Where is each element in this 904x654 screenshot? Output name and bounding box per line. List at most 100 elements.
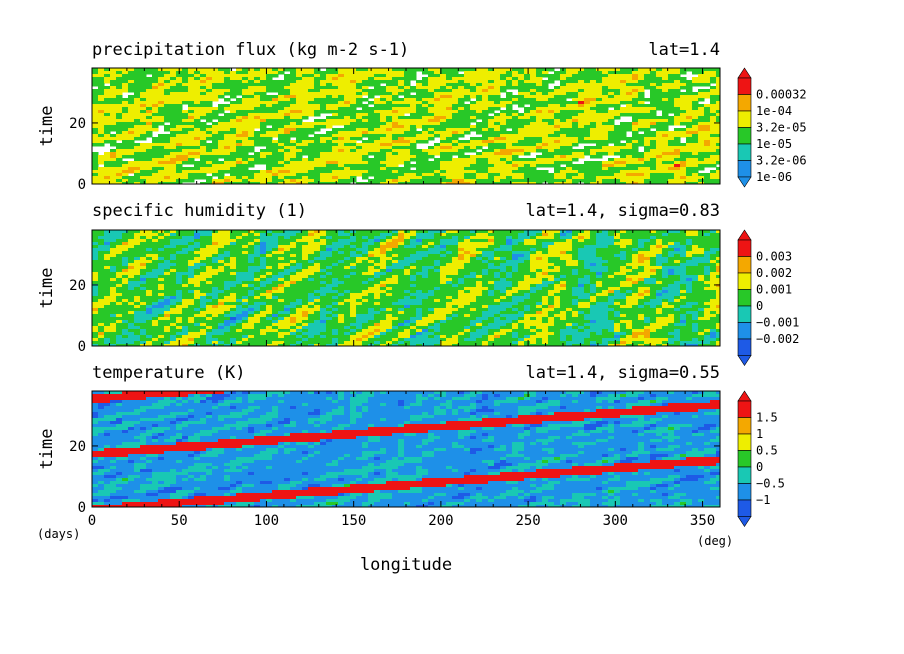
heatmap-cell bbox=[638, 119, 645, 123]
heatmap-cell bbox=[668, 92, 675, 96]
heatmap-cell bbox=[404, 107, 411, 111]
heatmap-cell bbox=[368, 128, 375, 132]
heatmap-cell bbox=[284, 176, 291, 180]
heatmap-cell bbox=[602, 140, 609, 144]
y-tick-label: 20 bbox=[69, 116, 86, 132]
heatmap-cell bbox=[338, 68, 345, 72]
heatmap-cell bbox=[596, 92, 603, 96]
heatmap-cell bbox=[710, 236, 717, 240]
heatmap-cell bbox=[128, 134, 135, 138]
heatmap-cell bbox=[614, 71, 621, 75]
heatmap-cell bbox=[596, 254, 603, 258]
heatmap-cell bbox=[326, 119, 333, 123]
heatmap-cell bbox=[656, 125, 663, 129]
heatmap-cell bbox=[338, 101, 345, 105]
heatmap-cell bbox=[470, 248, 477, 252]
heatmap-cell bbox=[272, 242, 279, 246]
heatmap-cell bbox=[644, 146, 651, 150]
heatmap-cell bbox=[590, 149, 597, 153]
heatmap-cell bbox=[464, 230, 471, 234]
heatmap-cell bbox=[374, 80, 381, 84]
heatmap-cell bbox=[242, 122, 249, 126]
heatmap-cell bbox=[686, 143, 693, 147]
heatmap-cell bbox=[290, 110, 297, 114]
heatmap-cell bbox=[110, 119, 117, 123]
heatmap-cell bbox=[188, 98, 195, 102]
heatmap-cell bbox=[686, 254, 693, 258]
heatmap-cell bbox=[668, 137, 675, 141]
heatmap-cell bbox=[398, 83, 405, 87]
heatmap-cell bbox=[350, 152, 357, 156]
heatmap-cell bbox=[146, 176, 153, 180]
heatmap-cell bbox=[662, 182, 669, 184]
heatmap-cell bbox=[680, 98, 687, 102]
heatmap-cell bbox=[314, 254, 321, 258]
heatmap-cell bbox=[278, 140, 285, 144]
heatmap-cell bbox=[614, 104, 621, 108]
heatmap-cell bbox=[536, 146, 543, 150]
heatmap-cell bbox=[584, 140, 591, 144]
heatmap-cell bbox=[446, 98, 453, 102]
heatmap-cell bbox=[560, 83, 567, 87]
heatmap-cell bbox=[554, 110, 561, 114]
heatmap-cell bbox=[188, 101, 195, 105]
heatmap-cell bbox=[248, 140, 255, 144]
heatmap-cell bbox=[416, 113, 423, 117]
heatmap-cell bbox=[188, 143, 195, 147]
heatmap-cell bbox=[494, 242, 501, 246]
heatmap-cell bbox=[632, 176, 639, 180]
heatmap-cell bbox=[326, 92, 333, 96]
heatmap-cell bbox=[200, 146, 207, 150]
heatmap-cell bbox=[356, 116, 363, 120]
heatmap-cell bbox=[224, 134, 231, 138]
heatmap-cell bbox=[170, 98, 177, 102]
heatmap-cell bbox=[362, 125, 369, 129]
heatmap-cell bbox=[128, 230, 135, 234]
heatmap-cell bbox=[206, 83, 213, 87]
heatmap-cell bbox=[92, 128, 99, 132]
heatmap-cell bbox=[254, 161, 261, 165]
heatmap-cell bbox=[170, 80, 177, 84]
heatmap-cell bbox=[542, 137, 549, 141]
heatmap-cell bbox=[326, 86, 333, 90]
heatmap-cell bbox=[632, 128, 639, 132]
heatmap-cell bbox=[116, 251, 123, 255]
heatmap-cell bbox=[644, 152, 651, 156]
heatmap-cell bbox=[452, 143, 459, 147]
heatmap-cell bbox=[146, 170, 153, 174]
heatmap-cell bbox=[404, 77, 411, 81]
heatmap-cell bbox=[596, 152, 603, 156]
heatmap-cell bbox=[266, 170, 273, 174]
heatmap-cell bbox=[632, 248, 639, 252]
heatmap-cell bbox=[164, 89, 171, 93]
heatmap-cell bbox=[284, 128, 291, 132]
heatmap-cell bbox=[302, 98, 309, 102]
heatmap-cell bbox=[206, 68, 213, 72]
heatmap-cell bbox=[680, 254, 687, 258]
heatmap-cell bbox=[410, 131, 417, 135]
heatmap-cell bbox=[272, 110, 279, 114]
heatmap-cell bbox=[710, 131, 717, 135]
heatmap-cell bbox=[212, 161, 219, 165]
heatmap-cell bbox=[308, 248, 315, 252]
heatmap-cell bbox=[98, 248, 105, 252]
heatmap-cell bbox=[98, 134, 105, 138]
heatmap-cell bbox=[428, 131, 435, 135]
heatmap-cell bbox=[338, 173, 345, 177]
heatmap-cell bbox=[446, 122, 453, 126]
heatmap-cell bbox=[668, 176, 675, 180]
heatmap-cell bbox=[212, 68, 219, 72]
heatmap-cell bbox=[266, 131, 273, 135]
heatmap-cell bbox=[152, 125, 159, 129]
heatmap-cell bbox=[362, 176, 369, 180]
heatmap-cell bbox=[644, 83, 651, 87]
heatmap-cell bbox=[104, 248, 111, 252]
heatmap-cell bbox=[152, 182, 159, 184]
heatmap-cell bbox=[530, 176, 537, 180]
heatmap-cell bbox=[644, 242, 651, 246]
heatmap-cell bbox=[470, 257, 477, 261]
heatmap-cell bbox=[194, 119, 201, 123]
heatmap-cell bbox=[254, 74, 261, 78]
heatmap-cell bbox=[716, 80, 720, 84]
heatmap-cell bbox=[284, 119, 291, 123]
